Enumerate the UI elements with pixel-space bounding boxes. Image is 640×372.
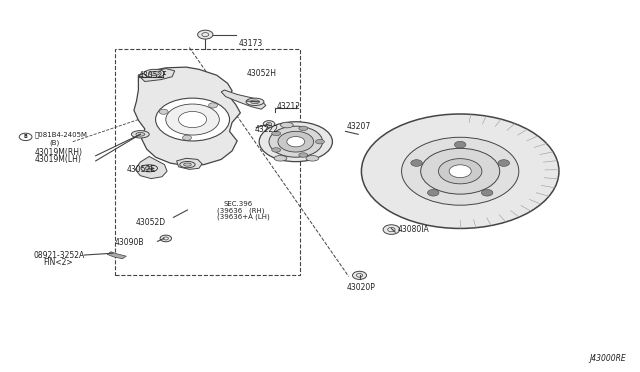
Text: SEC.396: SEC.396 (223, 201, 252, 207)
Polygon shape (135, 157, 167, 179)
Ellipse shape (149, 71, 159, 76)
Ellipse shape (272, 131, 281, 136)
Ellipse shape (272, 148, 281, 152)
Circle shape (159, 109, 168, 114)
Polygon shape (177, 158, 202, 169)
Text: 43212: 43212 (276, 102, 301, 111)
Circle shape (401, 137, 519, 205)
Ellipse shape (299, 153, 308, 157)
Text: 43052E: 43052E (126, 165, 156, 174)
Circle shape (179, 112, 207, 128)
Text: (39636+A (LH): (39636+A (LH) (217, 214, 269, 220)
Polygon shape (134, 67, 241, 166)
Circle shape (209, 103, 218, 108)
Ellipse shape (306, 155, 319, 161)
Text: (B): (B) (49, 139, 60, 146)
Circle shape (198, 30, 213, 39)
Ellipse shape (141, 165, 157, 172)
Circle shape (383, 225, 399, 234)
Text: 43207: 43207 (347, 122, 371, 131)
Text: B: B (24, 134, 28, 140)
Circle shape (160, 235, 172, 242)
Text: 43052H: 43052H (246, 69, 276, 78)
Circle shape (420, 148, 500, 194)
Ellipse shape (131, 131, 149, 138)
Text: 43052D: 43052D (135, 218, 165, 227)
Polygon shape (138, 68, 175, 81)
Circle shape (156, 98, 230, 141)
Ellipse shape (180, 161, 195, 168)
Circle shape (449, 165, 471, 178)
Circle shape (269, 126, 323, 157)
Ellipse shape (280, 122, 293, 128)
Polygon shape (107, 252, 126, 259)
Text: 43173: 43173 (239, 39, 262, 48)
Bar (115, 49, 300, 275)
Circle shape (182, 135, 191, 140)
Circle shape (166, 104, 220, 135)
Circle shape (428, 189, 439, 196)
Circle shape (438, 158, 482, 184)
Ellipse shape (259, 122, 332, 161)
Text: J43000RE: J43000RE (589, 354, 626, 363)
Ellipse shape (299, 126, 308, 131)
Text: 43019M(RH): 43019M(RH) (35, 148, 83, 157)
Text: (39636   (RH): (39636 (RH) (217, 207, 264, 214)
Circle shape (353, 271, 367, 279)
Text: 43019M(LH): 43019M(LH) (35, 155, 81, 164)
Ellipse shape (274, 155, 287, 161)
Ellipse shape (145, 167, 154, 170)
Circle shape (362, 114, 559, 228)
Text: Ⓐ081B4-2405M: Ⓐ081B4-2405M (35, 132, 88, 138)
Text: 43020P: 43020P (347, 283, 376, 292)
Circle shape (278, 131, 314, 152)
Text: 43090B: 43090B (115, 238, 144, 247)
Ellipse shape (246, 98, 264, 106)
Circle shape (454, 141, 466, 148)
Circle shape (481, 189, 493, 196)
Text: 43052F: 43052F (138, 71, 167, 80)
Text: 43080IA: 43080IA (397, 225, 429, 234)
Text: 08921-3252A: 08921-3252A (33, 251, 84, 260)
Circle shape (263, 121, 275, 127)
Ellipse shape (316, 140, 324, 144)
Polygon shape (221, 90, 266, 109)
Ellipse shape (250, 100, 259, 104)
Ellipse shape (184, 163, 191, 166)
Circle shape (498, 160, 509, 166)
Ellipse shape (136, 132, 145, 136)
Circle shape (287, 137, 305, 147)
Circle shape (411, 160, 422, 166)
Text: FIN<2>: FIN<2> (44, 258, 73, 267)
Text: 43222: 43222 (255, 125, 279, 134)
Ellipse shape (144, 69, 164, 77)
